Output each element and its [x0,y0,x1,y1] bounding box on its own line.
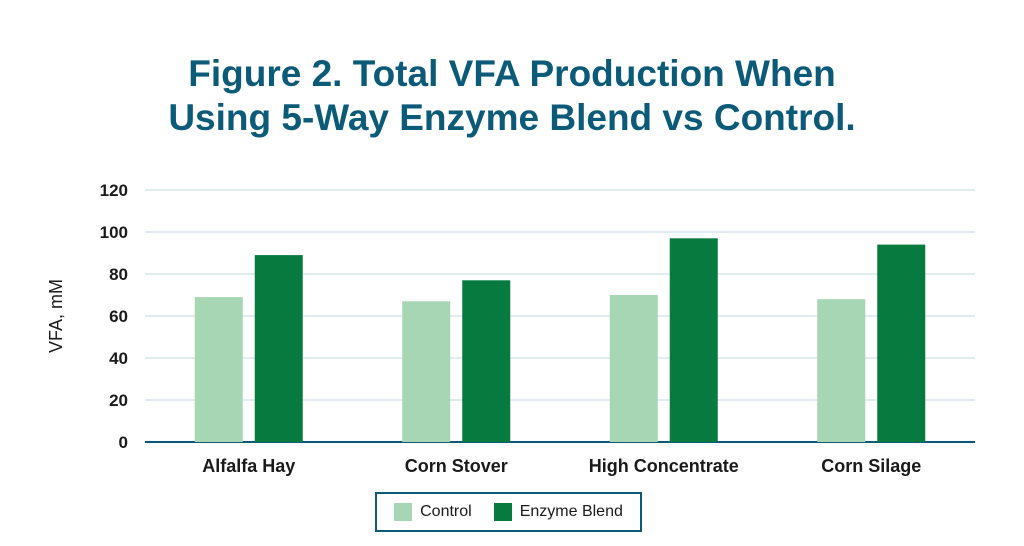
bar-control-0 [194,297,243,442]
chart-title: Figure 2. Total VFA Production When Usin… [0,52,1024,140]
bar-enzyme-blend-2 [669,238,718,442]
x-tick-label-1: Corn Stover [405,456,508,476]
y-tick-label-60: 60 [109,307,128,326]
legend-swatch-enzyme-blend [493,503,512,521]
legend-label-enzyme-blend: Enzyme Blend [519,503,623,520]
y-tick-label-120: 120 [100,181,128,200]
chart-title-line-2: Using 5-Way Enzyme Blend vs Control. [168,97,856,138]
legend-item-enzyme-blend: Enzyme Blend [493,503,623,521]
x-tick-label-0: Alfalfa Hay [202,456,295,476]
bar-enzyme-blend-1 [462,280,511,442]
y-tick-label-0: 0 [119,433,128,452]
x-tick-label-3: Corn Silage [821,456,921,476]
bar-control-3 [817,299,866,442]
y-tick-label-40: 40 [109,349,128,368]
legend-label-control: Control [420,503,472,520]
y-tick-label-20: 20 [109,391,128,410]
bar-enzyme-blend-0 [254,255,303,442]
bar-control-2 [609,295,658,442]
bar-control-1 [402,301,451,442]
legend: Control Enzyme Blend [375,492,642,532]
y-tick-label-100: 100 [100,223,128,242]
chart-title-line-1: Figure 2. Total VFA Production When [188,53,836,94]
bar-enzyme-blend-3 [877,244,926,442]
y-tick-label-80: 80 [109,265,128,284]
y-axis-label: VFA, mM [46,279,66,353]
bar-chart: 0 20 40 60 80 100 120 VFA, mM Alfalfa Hay Corn St… [46,181,975,476]
legend-swatch-control [394,503,413,521]
x-tick-label-2: High Concentrate [589,456,739,476]
legend-item-control: Control [394,503,472,521]
